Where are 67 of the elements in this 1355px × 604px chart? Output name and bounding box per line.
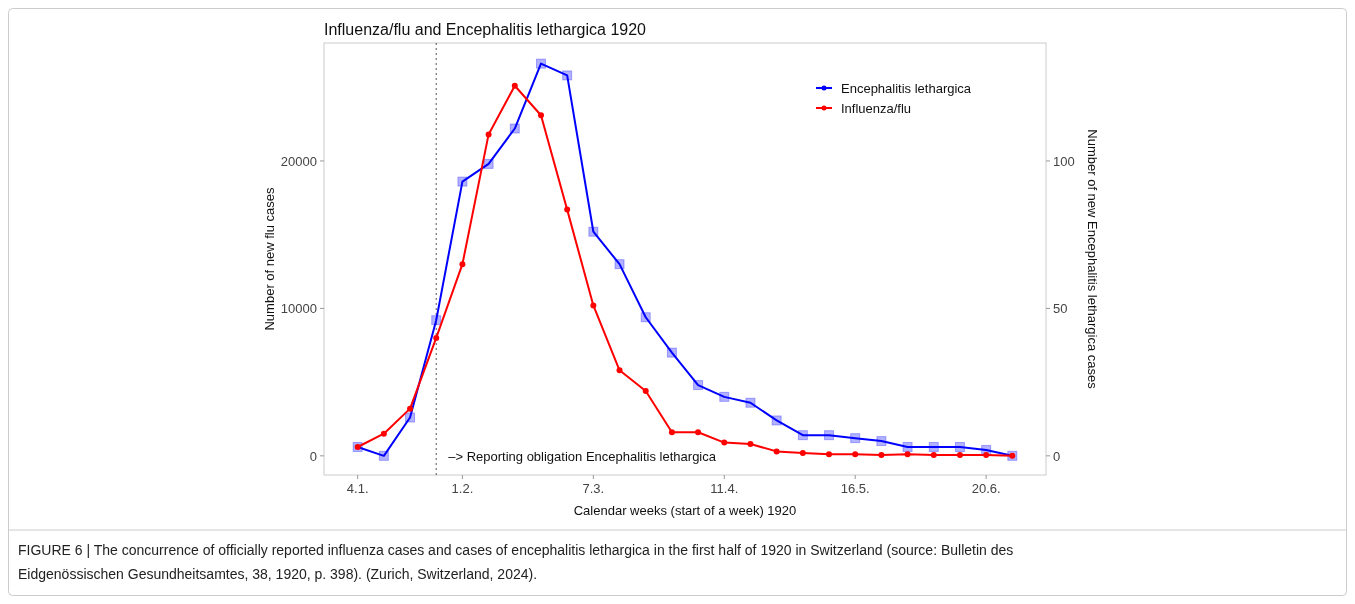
point	[797, 430, 808, 441]
point	[564, 206, 571, 213]
point	[640, 312, 651, 323]
point	[850, 433, 861, 444]
point	[511, 82, 518, 89]
point	[535, 58, 546, 69]
y2-axis-title: Number of new Encephalitis lethargica cases	[1085, 129, 1100, 390]
point	[562, 70, 573, 81]
legend-label: Influenza/flu	[841, 101, 912, 116]
point	[485, 131, 492, 138]
y2-tick-label: 0	[1053, 448, 1061, 464]
point	[747, 441, 754, 448]
x-tick-label: 7.3.	[582, 481, 605, 496]
point	[721, 439, 728, 446]
point	[483, 158, 494, 169]
x-tick-label: 4.1.	[346, 481, 369, 496]
point	[642, 387, 649, 394]
point	[693, 380, 704, 391]
point	[433, 334, 440, 341]
point	[668, 429, 675, 436]
point	[407, 405, 414, 412]
point	[616, 367, 623, 374]
point	[824, 430, 835, 441]
x-tick-label: 1.2.	[451, 481, 474, 496]
caption: FIGURE 6 | The concurrence of officially reported influenza cases and cases of encephalitis lethargica in the first half of 1920 in Switzerland (source: Bulletin des Eidgenössischen Gesundheitsamtes, 38, 1920, p. 398). (Zurich, Switzerland, 2024).	[18, 542, 1014, 582]
x-axis-title: Calendar weeks (start of a week) 1920	[573, 503, 797, 518]
point	[590, 302, 597, 309]
point	[904, 451, 911, 458]
point	[719, 391, 730, 402]
point	[509, 123, 520, 134]
y2-tick-label: 100	[1053, 153, 1075, 169]
point	[745, 397, 756, 408]
point	[826, 451, 833, 458]
point	[588, 226, 599, 237]
legend-label: Encephalitis lethargica	[841, 81, 972, 96]
point	[405, 412, 416, 423]
point	[431, 315, 442, 326]
x-tick-label: 11.4.	[710, 481, 739, 496]
point	[954, 441, 965, 452]
y-axis-title: Number of new flu cases	[262, 186, 277, 331]
y2-tick-label: 50	[1053, 301, 1068, 317]
point	[773, 448, 780, 455]
point	[876, 436, 887, 447]
ref-line-label: –> Reporting obligation Encephalitis lethargica	[448, 448, 717, 464]
x-tick-label: 20.6.	[971, 481, 1001, 496]
point	[666, 347, 677, 358]
chart-title: Influenza/flu and Encephalitis lethargica 1920	[324, 21, 647, 38]
point	[799, 449, 806, 456]
point	[537, 112, 544, 119]
point	[771, 415, 782, 426]
point	[852, 451, 859, 458]
x-tick-label: 16.5.	[840, 481, 870, 496]
point	[378, 450, 389, 461]
y-tick-label: 0	[309, 448, 317, 464]
point	[614, 259, 625, 270]
point	[457, 176, 468, 187]
point	[956, 452, 963, 459]
point	[902, 441, 913, 452]
point	[878, 452, 885, 459]
point	[928, 441, 939, 452]
point	[459, 261, 466, 268]
y-tick-label: 10000	[280, 301, 317, 317]
point	[983, 452, 990, 459]
point	[380, 430, 387, 437]
y-tick-label: 20000	[280, 153, 317, 169]
point	[930, 452, 937, 459]
point	[695, 429, 702, 436]
